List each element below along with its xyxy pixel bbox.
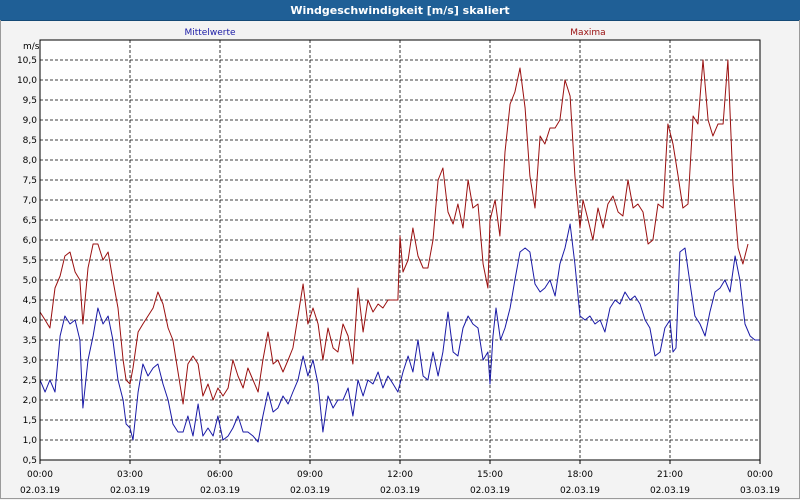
x-tick-date: 02.03.19	[20, 486, 60, 496]
y-tick-label: 10,5	[17, 56, 37, 66]
x-tick-time: 09:00	[297, 470, 323, 480]
x-tick-time: 06:00	[207, 470, 233, 480]
y-tick-label: 7,0	[23, 196, 38, 206]
y-tick-label: 0,5	[23, 456, 37, 466]
y-tick-label: 4,0	[23, 316, 38, 326]
x-tick-time: 12:00	[387, 470, 413, 480]
x-tick-time: 18:00	[567, 470, 593, 480]
plot-border	[39, 39, 761, 461]
legend-maxima: Maxima	[570, 28, 605, 38]
x-tick-date: 02.03.19	[110, 486, 150, 496]
y-tick-label: 2,5	[23, 376, 37, 386]
y-tick-label: 6,5	[23, 216, 37, 226]
y-tick-label: 7,5	[23, 176, 37, 186]
y-tick-label: 8,5	[23, 136, 37, 146]
x-tick-date: 02.03.19	[650, 486, 690, 496]
x-tick-time: 15:00	[477, 470, 503, 480]
x-tick-time: 03:00	[117, 470, 143, 480]
y-tick-label: 3,5	[23, 336, 37, 346]
y-tick-label: 2,0	[23, 396, 38, 406]
x-tick-date: 02.03.19	[560, 486, 600, 496]
x-tick-date: 02.03.19	[380, 486, 420, 496]
y-tick-label: 4,5	[23, 296, 37, 306]
y-tick-label: 5,0	[23, 276, 38, 286]
x-tick-date: 02.03.19	[200, 486, 240, 496]
y-tick-label: 1,5	[23, 416, 37, 426]
series-line-mittelwerte	[39, 223, 760, 443]
y-tick-label: 6,0	[23, 236, 38, 246]
y-tick-label: 1,0	[23, 436, 38, 446]
y-axis-unit-label: m/s	[23, 42, 40, 52]
y-tick-label: 3,0	[23, 356, 38, 366]
y-tick-label: 10,0	[17, 76, 37, 86]
y-tick-label: 5,5	[23, 256, 37, 266]
x-tick-time: 00:00	[27, 470, 53, 480]
legend-mittelwerte: Mittelwerte	[184, 28, 235, 38]
x-tick-time: 00:00	[747, 470, 773, 480]
x-tick-time: 21:00	[657, 470, 683, 480]
y-tick-label: 9,0	[23, 116, 38, 126]
y-tick-label: 8,0	[23, 156, 38, 166]
x-tick-date: 02.03.19	[470, 486, 510, 496]
x-tick-date: 03.03.19	[740, 486, 780, 496]
x-tick-date: 02.03.19	[290, 486, 330, 496]
series-line-maxima	[39, 59, 749, 405]
window-title: Windgeschwindigkeit [m/s] skaliert	[0, 0, 800, 21]
y-tick-label: 9,5	[23, 96, 37, 106]
